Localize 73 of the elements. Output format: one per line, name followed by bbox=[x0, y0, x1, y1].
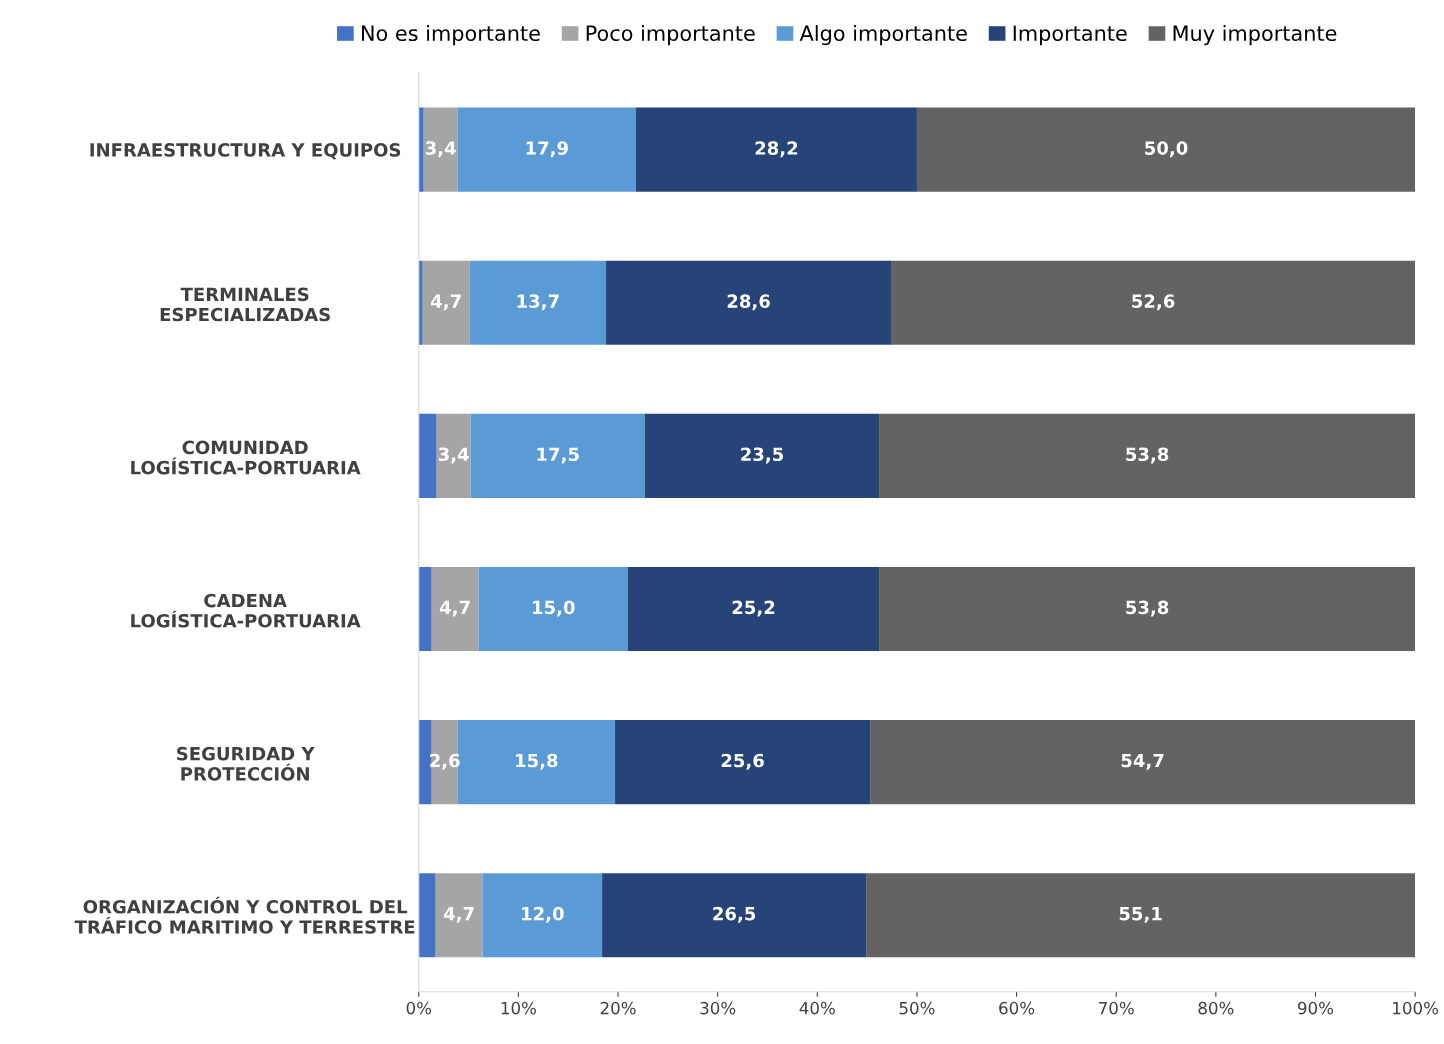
bar bbox=[870, 720, 1416, 805]
data-label: 17,5 bbox=[537, 447, 579, 464]
legend-label: Importante bbox=[1013, 25, 1127, 46]
data-label: 53,8 bbox=[1126, 600, 1169, 617]
data-label: 23,5 bbox=[741, 447, 784, 464]
bar bbox=[418, 566, 432, 652]
legend-label: No es importante bbox=[362, 24, 540, 46]
x-tick-label: 40% bbox=[799, 1001, 835, 1015]
bar bbox=[866, 873, 1416, 958]
data-label: 26,5 bbox=[713, 906, 756, 923]
x-tick-label: 20% bbox=[600, 1001, 636, 1015]
bar bbox=[891, 260, 1416, 345]
x-tick-label: 10% bbox=[501, 1001, 536, 1015]
data-label: 25,6 bbox=[721, 753, 764, 770]
data-label: 15,0 bbox=[533, 600, 575, 617]
bar bbox=[879, 566, 1416, 652]
y-tick-label: COMUNIDAD LOGÍSTICA-PORTUARIA bbox=[131, 440, 361, 475]
x-tick-label: 30% bbox=[700, 1001, 736, 1015]
legend-label: Muy importante bbox=[1173, 24, 1337, 46]
bar bbox=[482, 873, 603, 958]
bar bbox=[606, 260, 892, 345]
data-label: 55,1 bbox=[1119, 907, 1162, 923]
bar bbox=[418, 720, 432, 805]
data-label: 3,4 bbox=[425, 141, 456, 158]
bar bbox=[436, 413, 471, 498]
y-tick-label: CADENA LOGÍSTICA-PORTUARIA bbox=[131, 593, 361, 628]
bar bbox=[422, 260, 470, 345]
data-label: 28,2 bbox=[755, 141, 798, 158]
data-label: 54,7 bbox=[1121, 753, 1164, 770]
legend-label: Algo importante bbox=[799, 24, 967, 46]
bar bbox=[423, 107, 458, 192]
bar bbox=[635, 107, 917, 192]
bar bbox=[628, 566, 880, 652]
data-label: 4,7 bbox=[443, 907, 474, 923]
data-label: 13,7 bbox=[517, 294, 559, 311]
data-label: 3,4 bbox=[438, 447, 469, 464]
x-tick-label: 90% bbox=[1298, 1001, 1334, 1015]
data-label: 53,8 bbox=[1126, 447, 1169, 464]
bar bbox=[879, 413, 1416, 498]
bar bbox=[602, 873, 867, 958]
data-label: 17,9 bbox=[526, 141, 568, 158]
x-tick-label: 80% bbox=[1198, 1001, 1234, 1015]
data-label: 12,0 bbox=[522, 906, 564, 923]
bar bbox=[418, 413, 437, 498]
bar bbox=[469, 260, 607, 345]
data-label: 28,6 bbox=[727, 294, 770, 311]
data-label: 4,7 bbox=[439, 600, 470, 617]
data-label: 52,6 bbox=[1132, 294, 1175, 311]
bar bbox=[916, 107, 1416, 192]
y-tick-label: INFRAESTRUCTURA Y EQUIPOS bbox=[90, 143, 401, 160]
bar bbox=[418, 260, 423, 345]
bar bbox=[615, 720, 871, 805]
bar bbox=[431, 566, 479, 652]
y-tick-label: TERMINALES ESPECIALIZADAS bbox=[160, 287, 330, 322]
legend-label: Poco importante bbox=[586, 24, 755, 46]
x-tick-label: 60% bbox=[999, 1001, 1035, 1015]
x-tick-label: 50% bbox=[899, 1001, 935, 1015]
data-label: 4,7 bbox=[430, 294, 461, 311]
data-label: 15,8 bbox=[516, 753, 558, 770]
bar bbox=[644, 413, 880, 498]
x-tick-label: 70% bbox=[1099, 1001, 1134, 1015]
bar bbox=[478, 566, 628, 652]
data-label: 25,2 bbox=[732, 600, 775, 617]
data-label: 50,0 bbox=[1145, 141, 1188, 158]
bar bbox=[418, 107, 424, 192]
bar bbox=[470, 413, 645, 498]
bar bbox=[457, 107, 636, 192]
bar bbox=[435, 873, 483, 958]
bar bbox=[418, 873, 436, 958]
y-tick-label: ORGANIZACIÓN Y CONTROL DEL TRÁFICO MARITIMO Y TERRESTRE bbox=[74, 896, 415, 934]
x-tick-label: 0% bbox=[406, 1001, 432, 1015]
y-tick-label: SEGURIDAD Y PROTECCIÓN bbox=[177, 746, 315, 781]
x-tick-label: 100% bbox=[1393, 1001, 1439, 1015]
